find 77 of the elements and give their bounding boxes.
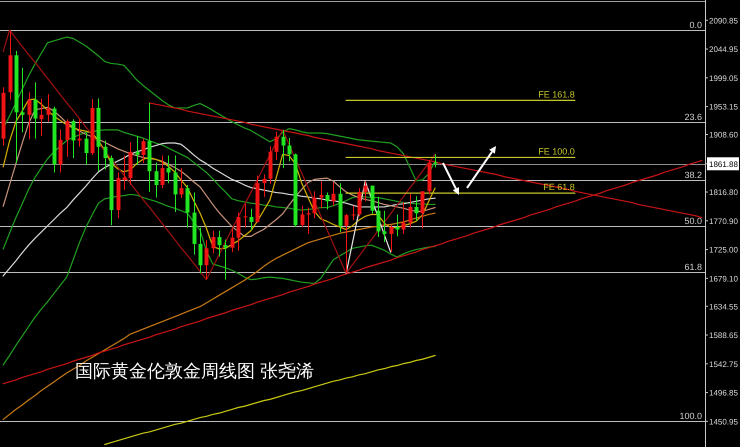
y-tick-label: 1496.85 — [709, 388, 738, 398]
candlestick — [332, 182, 336, 206]
candlestick — [46, 94, 50, 122]
candlestick — [402, 201, 406, 234]
candlestick — [300, 205, 304, 228]
candlestick — [180, 168, 184, 199]
y2-tick-label: 38.2 — [684, 170, 702, 180]
y-tick-label: 1679.10 — [709, 274, 738, 284]
y2-tick-label: 61.8 — [684, 262, 702, 272]
y-tick-label: 1953.15 — [709, 102, 738, 112]
y2-tick-label: 23.6 — [684, 112, 702, 122]
candlestick — [414, 196, 418, 222]
text: 国际黄金伦敦金周线图 张尧浠 — [75, 361, 314, 381]
candlestick — [166, 155, 170, 184]
candlestick — [218, 230, 222, 257]
y-tick-label: 1770.90 — [709, 216, 738, 226]
y-tick-label: 1588.65 — [709, 331, 738, 340]
y-tick-label: 1725.00 — [709, 246, 738, 255]
candlestick — [122, 155, 126, 191]
candlestick — [72, 118, 76, 159]
candlestick — [326, 192, 330, 210]
candlestick — [376, 196, 380, 238]
candlestick — [104, 140, 108, 170]
candlestick — [282, 129, 286, 169]
candlestick — [224, 239, 228, 280]
candlestick — [306, 207, 310, 234]
candlestick — [78, 118, 82, 148]
candlestick — [420, 190, 424, 229]
candlestick — [364, 180, 368, 202]
candlestick — [382, 210, 386, 243]
line-series — [2, 36, 436, 182]
line-series — [2, 30, 436, 280]
candlestick — [40, 98, 44, 137]
y-tick-label: 1861.88 — [709, 160, 738, 169]
candlestick — [320, 180, 324, 209]
candlestick — [408, 193, 412, 228]
candlestick — [136, 136, 140, 166]
candlestick — [154, 162, 158, 198]
candlestick — [358, 188, 362, 217]
series-label: FE 161.8 — [538, 89, 575, 100]
candlestick — [28, 92, 32, 140]
series-label: FE 100.0 — [538, 146, 575, 156]
candlestick — [288, 138, 292, 162]
candlestick — [312, 190, 316, 219]
candlestick — [142, 138, 146, 164]
y-tick-label: 1542.75 — [709, 360, 738, 369]
y2-tick-label: 0.0 — [689, 20, 702, 30]
candlestick — [396, 214, 400, 237]
candlestick — [352, 205, 356, 221]
y-tick-label: 2044.95 — [709, 45, 738, 54]
candlestick — [160, 155, 164, 189]
y-tick-label: 1999.05 — [709, 74, 738, 83]
candlestick — [262, 174, 266, 198]
candlestick — [230, 228, 234, 253]
candlestick — [174, 155, 178, 212]
y-tick-label: 2090.85 — [709, 16, 738, 26]
candlestick — [66, 118, 70, 158]
candlestick — [212, 230, 216, 254]
line-series — [346, 180, 392, 274]
y-tick-label: 1450.95 — [709, 417, 738, 426]
y-tick-label: 1816.80 — [709, 188, 738, 198]
candlestick — [198, 227, 202, 274]
candlestick — [84, 132, 88, 166]
candlestick — [390, 224, 394, 253]
y2-tick-label: 50.0 — [684, 216, 702, 226]
candlestick — [204, 240, 208, 280]
candlestick — [250, 208, 254, 231]
y-tick-label: 1634.55 — [709, 302, 738, 312]
y2-tick-label: 100.0 — [679, 411, 702, 421]
candlestick — [236, 212, 240, 252]
y-tick-label: 1908.60 — [709, 130, 738, 140]
candlestick — [244, 203, 248, 228]
candlestick — [274, 131, 278, 160]
candlestick — [344, 213, 348, 274]
line-series — [2, 142, 436, 276]
candlestick — [34, 82, 38, 140]
candlestick — [20, 67, 24, 133]
